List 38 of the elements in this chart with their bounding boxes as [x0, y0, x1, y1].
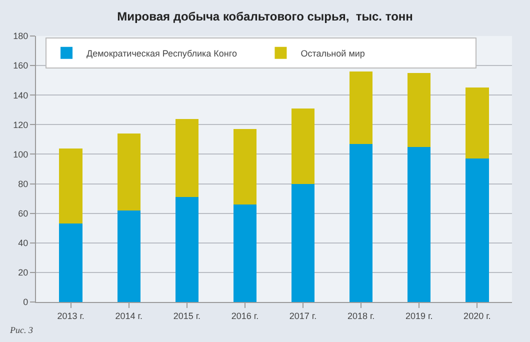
- y-tick-label: 20: [18, 268, 28, 278]
- y-tick-label: 140: [13, 90, 28, 100]
- y-tick-label: 180: [13, 31, 28, 42]
- y-tick-label: 80: [18, 178, 28, 189]
- bar: [349, 144, 373, 302]
- y-tick-label: 160: [13, 60, 28, 71]
- chart-title: Мировая добыча кобальтового сырья, тыс. тонн: [117, 9, 413, 24]
- y-tick-label: 100: [13, 149, 28, 160]
- bar: [175, 118, 199, 198]
- bar: [117, 210, 140, 302]
- bar: [466, 158, 489, 302]
- x-tick-label: 2020 г.: [464, 310, 491, 321]
- bar: [233, 204, 257, 302]
- y-tick-label: 40: [18, 238, 28, 248]
- x-tick-label: 2014 г.: [115, 310, 142, 321]
- bar: [233, 129, 257, 204]
- text: Рис. 3: [9, 325, 34, 335]
- x-tick-label: 2018 г.: [347, 310, 375, 321]
- x-tick-label: 2017 г.: [289, 310, 317, 321]
- bar: [291, 108, 315, 184]
- legend-label: Демократическая Республика Конго: [86, 48, 237, 58]
- bar: [349, 71, 373, 144]
- bar: [59, 148, 82, 224]
- bar: [59, 224, 82, 302]
- y-tick-label: 0: [23, 297, 28, 308]
- x-tick-label: 2019 г.: [406, 310, 433, 321]
- y-tick-label: 60: [18, 208, 28, 218]
- x-tick-label: 2013 г.: [57, 310, 84, 321]
- x-tick-label: 2016 г.: [231, 310, 259, 321]
- bar: [408, 146, 431, 302]
- bar: [291, 184, 315, 302]
- bar: [117, 134, 140, 210]
- x-tick-label: 2015 г.: [173, 310, 201, 321]
- bar: [175, 197, 199, 302]
- bar: [408, 72, 431, 147]
- y-tick-label: 120: [13, 120, 28, 130]
- bar: [466, 88, 489, 159]
- legend-label: Остальной мир: [300, 48, 365, 58]
